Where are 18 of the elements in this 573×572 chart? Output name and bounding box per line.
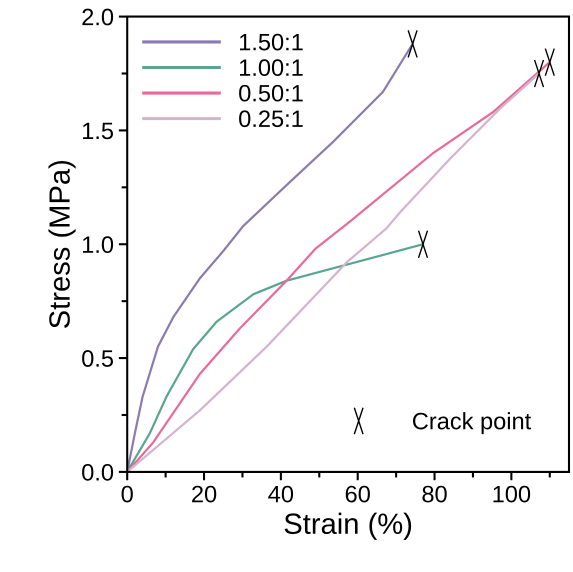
legend-label: 0.50:1 — [239, 84, 303, 102]
x-tick-label: 60 — [346, 486, 370, 502]
y-axis-title: Stress (MPa) — [48, 160, 76, 328]
x-tick-label: 40 — [268, 486, 294, 502]
legend-label: 0.25:1 — [239, 110, 303, 128]
x-axis-title: Strain (%) — [284, 512, 412, 540]
y-tick-label: 0.5 — [82, 350, 114, 367]
y-tick-label: 0.0 — [82, 464, 114, 481]
y-tick-label: 1.0 — [82, 236, 114, 254]
x-tick-label: 100 — [493, 486, 530, 502]
legend-label: 1.00:1 — [240, 59, 303, 76]
y-tick-label: 2.0 — [82, 8, 114, 26]
legend-label: Crack point — [413, 412, 532, 434]
legend-label: 1.50:1 — [240, 34, 303, 50]
x-tick-label: 0 — [122, 486, 133, 502]
y-tick-label: 1.5 — [82, 122, 114, 140]
x-tick-label: 80 — [422, 486, 447, 502]
x-tick-label: 20 — [192, 486, 216, 502]
